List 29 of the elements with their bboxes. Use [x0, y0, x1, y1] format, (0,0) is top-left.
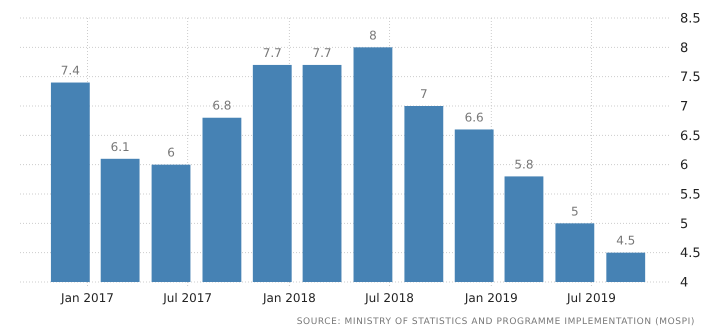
data-label: 7.4 [60, 64, 80, 78]
y-tick-label: 5.5 [680, 188, 701, 203]
y-tick-label: 7 [680, 100, 688, 115]
x-tick-label: Jul 2019 [566, 291, 616, 305]
data-label: 6.6 [464, 110, 484, 124]
data-label: 6.8 [212, 98, 232, 113]
y-tick-label: 8.5 [680, 12, 701, 27]
data-label: 5.8 [514, 157, 534, 172]
y-tick-label: 6 [680, 158, 688, 174]
data-label: 7.7 [312, 46, 332, 60]
x-tick-label: Jul 2017 [162, 291, 212, 305]
source-note: SOURCE: MINISTRY OF STATISTICS AND PROGRAMME IMPLEMENTATION (MOSPI) [296, 317, 695, 327]
y-tick-label: 4.5 [680, 246, 701, 262]
x-tick-label: Jan 2018 [262, 291, 316, 305]
data-label: 8 [369, 28, 377, 42]
data-label: 6 [167, 146, 175, 160]
y-tick-label: 8 [680, 40, 688, 56]
data-label: 5 [571, 204, 579, 218]
x-tick-label: Jan 2019 [464, 291, 518, 305]
x-tick-label: Jan 2017 [60, 291, 114, 305]
data-label: 4.5 [616, 234, 636, 248]
data-label: 6.1 [110, 140, 130, 154]
y-tick-label: 6.5 [680, 128, 701, 144]
data-label: 7.7 [262, 46, 282, 60]
y-tick-label: 7.5 [680, 70, 701, 86]
data-label: 7 [420, 87, 428, 101]
y-tick-label: 4 [680, 276, 688, 291]
y-tick-label: 5 [680, 216, 688, 232]
x-tick-label: Jul 2018 [364, 291, 414, 305]
